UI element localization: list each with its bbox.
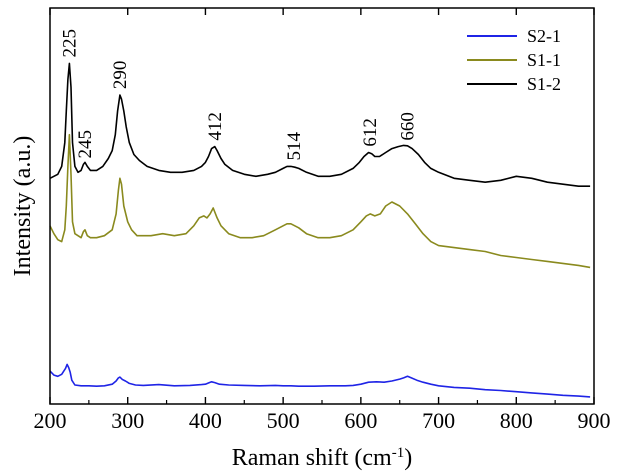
x-tick-label: 700 [422,408,455,433]
x-tick-label: 400 [189,408,222,433]
legend-label-s2-1: S2-1 [527,26,561,46]
x-axis-ticks: 200 300 400 500 600 700 800 900 [34,8,611,433]
y-axis-title: Intensity (a.u.) [10,136,36,277]
x-tick-label: 900 [578,408,611,433]
x-axis-title-suffix: ) [404,445,412,471]
peak-label-612: 612 [360,118,381,147]
x-tick-label: 500 [267,408,300,433]
peak-annotations: 225 245 290 412 514 612 660 [59,29,418,160]
x-tick-label: 800 [500,408,533,433]
legend-label-s1-1: S1-1 [527,50,561,70]
peak-label-412: 412 [205,112,226,141]
x-tick-label: 600 [344,408,377,433]
peak-label-660: 660 [397,112,418,141]
x-axis-title-main: Raman shift (cm [232,445,392,471]
peak-label-290: 290 [110,61,131,90]
peak-label-514: 514 [284,131,305,160]
series-line-s2-1 [49,363,591,398]
peak-label-245: 245 [75,130,96,159]
series-layer [49,62,591,398]
x-tick-label: 300 [111,408,144,433]
x-axis-title: Raman shift (cm-1) [232,445,412,471]
plot-frame [49,7,595,405]
legend-label-s1-2: S1-2 [527,74,561,94]
legend: S2-1 S1-1 S1-2 [467,26,561,94]
x-tick-label: 200 [34,408,67,433]
series-line-s1-1 [49,133,591,269]
series-line-s1-2 [49,62,591,187]
peak-label-225: 225 [59,29,80,58]
x-axis-title-sup: -1 [392,445,405,461]
